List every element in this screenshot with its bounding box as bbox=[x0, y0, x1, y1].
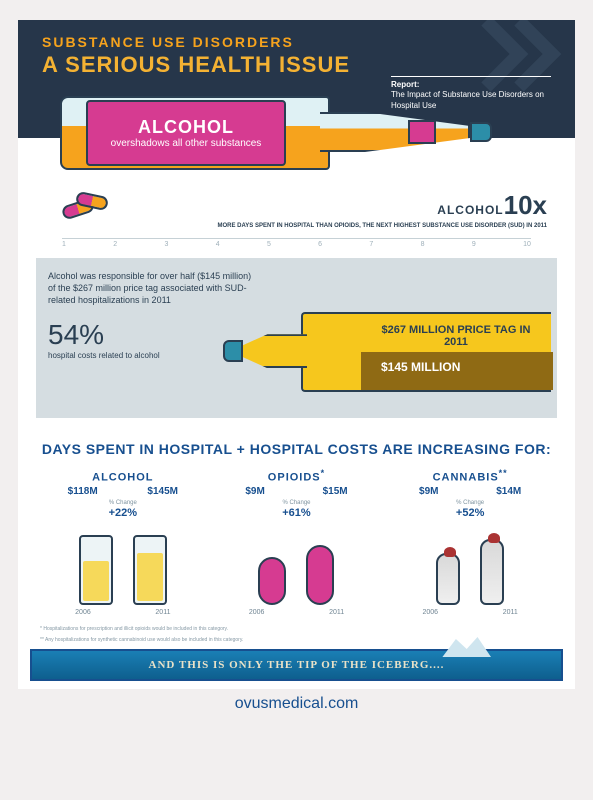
amount-row: $9M$15M bbox=[216, 486, 376, 497]
footnote-2: ** Any hospitalizations for synthetic ca… bbox=[18, 633, 575, 644]
footer-link[interactable]: ovusmedical.com bbox=[235, 695, 359, 713]
glass-icon bbox=[79, 535, 113, 605]
change-label: % Change bbox=[216, 500, 376, 506]
year-row: 20062011 bbox=[43, 609, 203, 616]
scale-axis: 1 2 3 4 5 6 7 8 9 10 bbox=[62, 238, 531, 248]
scale-tick: 3 bbox=[164, 241, 168, 248]
bottle-neck bbox=[320, 112, 470, 152]
scale-tick: 7 bbox=[369, 241, 373, 248]
year-row: 20062011 bbox=[216, 609, 376, 616]
cost-percent-sub: hospital costs related to alcohol bbox=[48, 351, 168, 361]
increase-column: CANNABIS** $9M$14M % Change +52% 2006201… bbox=[390, 468, 550, 616]
bottle-label-main: ALCOHOL bbox=[88, 117, 284, 138]
amount-row: $9M$14M bbox=[390, 486, 550, 497]
scale-tick: 1 bbox=[62, 241, 66, 248]
change-value: +52% bbox=[390, 507, 550, 519]
scale-tick: 8 bbox=[421, 241, 425, 248]
joint-icon bbox=[436, 553, 460, 605]
change-value: +61% bbox=[216, 507, 376, 519]
capsule-icon bbox=[306, 545, 334, 605]
pills-icon bbox=[62, 194, 110, 222]
bar-pair bbox=[216, 525, 376, 605]
cost-panel: Alcohol was responsible for over half ($… bbox=[36, 258, 557, 418]
glass-icon bbox=[133, 535, 167, 605]
footnote-1: * Hospitalizations for prescription and … bbox=[18, 622, 575, 633]
increase-heading: DAYS SPENT IN HOSPITAL + HOSPITAL COSTS … bbox=[38, 440, 555, 458]
year-row: 20062011 bbox=[390, 609, 550, 616]
cost-blurb: Alcohol was responsible for over half ($… bbox=[48, 270, 258, 306]
scale-tick: 10 bbox=[523, 241, 531, 248]
infographic-poster: SUBSTANCE USE DISORDERS A SERIOUS HEALTH… bbox=[18, 20, 575, 689]
capsule-icon bbox=[258, 557, 286, 605]
change-label: % Change bbox=[43, 500, 203, 506]
scale-tick: 6 bbox=[318, 241, 322, 248]
iceberg-banner: AND THIS IS ONLY THE TIP OF THE ICEBERG.… bbox=[30, 649, 563, 681]
bar-pair bbox=[390, 525, 550, 605]
col-title: OPIOIDS* bbox=[216, 468, 376, 484]
bottle-label: ALCOHOL overshadows all other substances bbox=[86, 100, 286, 166]
bottle-cap bbox=[470, 122, 492, 142]
scale-tick: 9 bbox=[472, 241, 476, 248]
bottle-label-sub: overshadows all other substances bbox=[88, 138, 284, 150]
joint-icon bbox=[480, 539, 504, 605]
tenx-multiplier: 10x bbox=[504, 190, 547, 220]
change-label: % Change bbox=[390, 500, 550, 506]
col-title: CANNABIS** bbox=[390, 468, 550, 484]
increase-columns: ALCOHOL $118M$145M % Change +22% 2006201… bbox=[18, 468, 575, 622]
bar-pair bbox=[43, 525, 203, 605]
total-price-tag: $267 MILLION PRICE TAG IN 2011 bbox=[371, 324, 541, 348]
tenx-prefix: ALCOHOL bbox=[437, 203, 503, 217]
alcohol-price-tag: $145 MILLION bbox=[381, 360, 460, 374]
amount-row: $118M$145M bbox=[43, 486, 203, 497]
increase-column: ALCOHOL $118M$145M % Change +22% 2006201… bbox=[43, 468, 203, 616]
scale-tick: 2 bbox=[113, 241, 117, 248]
bottle-neck-band bbox=[408, 120, 436, 144]
change-value: +22% bbox=[43, 507, 203, 519]
increase-column: OPIOIDS* $9M$15M % Change +61% 20062011 bbox=[216, 468, 376, 616]
scale-tick: 4 bbox=[216, 241, 220, 248]
col-title: ALCOHOL bbox=[43, 468, 203, 484]
cost-bottle-graphic: $267 MILLION PRICE TAG IN 2011 $145 MILL… bbox=[241, 302, 561, 402]
scale-tick: 5 bbox=[267, 241, 271, 248]
alcohol-bottle-graphic: ALCOHOL overshadows all other substances bbox=[18, 86, 575, 186]
tenx-sub: MORE DAYS SPENT IN HOSPITAL THAN OPIOIDS… bbox=[18, 223, 547, 230]
iceberg-text: AND THIS IS ONLY THE TIP OF THE ICEBERG.… bbox=[149, 659, 445, 671]
